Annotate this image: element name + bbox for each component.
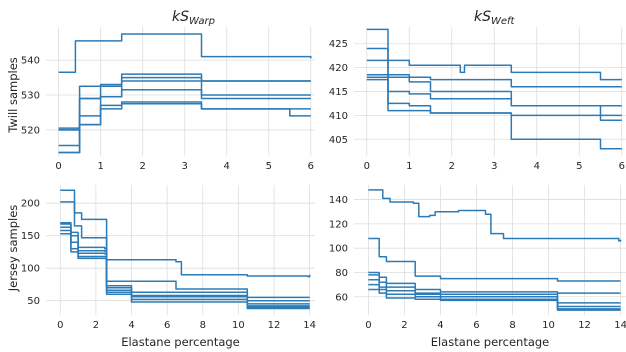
- y-tick-label: 200: [21, 199, 40, 210]
- series-line: [366, 78, 622, 150]
- y-tick-label: 140: [329, 195, 348, 206]
- y-tick-label: 520: [21, 125, 40, 136]
- x-tick-label: 4: [534, 161, 540, 172]
- x-tick-label: 6: [164, 320, 170, 331]
- y-tick-label: 100: [21, 264, 40, 275]
- x-tick-label: 6: [619, 161, 625, 172]
- x-axis-label: Elastane percentage: [121, 335, 240, 349]
- series-line: [58, 102, 311, 154]
- x-tick-label: 4: [437, 320, 443, 331]
- x-tick-label: 1: [97, 161, 103, 172]
- y-tick-label: 120: [329, 219, 348, 230]
- panel-jersey-warp: 0 2 4 6 8 10 12 14 50 100 150 200 Elastane percentag…: [21, 185, 316, 349]
- x-axis-label: Elastane percentage: [431, 335, 550, 349]
- x-tick-label: 14: [614, 320, 626, 331]
- x-tick-label: 2: [401, 320, 407, 331]
- x-tick-label: 10: [542, 320, 555, 331]
- y-tick-label: 150: [21, 231, 40, 242]
- series-line: [58, 89, 311, 147]
- col-title-warp: kSWarp: [172, 9, 215, 27]
- series-line: [368, 288, 621, 311]
- series-line: [368, 237, 621, 282]
- x-tick-label: 0: [57, 320, 63, 331]
- panel-twill-warp: 0 1 2 3 4 5 6 520 530 540: [21, 27, 315, 172]
- y-tick-label: 410: [329, 111, 348, 122]
- series-line: [368, 283, 621, 310]
- series-line: [366, 28, 622, 81]
- y-tick-label: 540: [21, 56, 40, 67]
- x-tick-label: 0: [364, 161, 370, 172]
- y-tick-label: 530: [21, 90, 40, 101]
- x-tick-label: 2: [139, 161, 145, 172]
- panel-jersey-weft: 0 2 4 6 8 10 12 14 60 80 100 120 140 Elastane percent…: [329, 185, 626, 349]
- x-tick-label: 6: [308, 161, 314, 172]
- series-line: [368, 189, 622, 242]
- x-tick-label: 6: [473, 320, 479, 331]
- row-label-twill: Twill samples: [6, 57, 20, 134]
- y-tick-label: 60: [335, 292, 348, 303]
- y-tick-label: 415: [329, 87, 348, 98]
- series-line: [368, 271, 621, 294]
- series-line: [60, 233, 310, 310]
- series-line: [58, 76, 311, 129]
- x-tick-label: 8: [509, 320, 515, 331]
- x-tick-label: 1: [406, 161, 412, 172]
- y-tick-label: 405: [329, 135, 348, 146]
- row-label-jersey: Jersey samples: [6, 205, 20, 293]
- y-tick-label: 80: [335, 268, 348, 279]
- y-tick-label: 100: [329, 244, 348, 255]
- x-tick-label: 4: [128, 320, 134, 331]
- panel-twill-weft: 0 1 2 3 4 5 6 405 410 415 420 425: [329, 27, 626, 172]
- x-tick-label: 8: [200, 320, 206, 331]
- col-title-weft: kSWeft: [474, 9, 516, 27]
- series-line: [366, 59, 622, 107]
- x-tick-label: 12: [268, 320, 281, 331]
- x-tick-label: 3: [182, 161, 188, 172]
- series-line: [368, 274, 621, 304]
- x-tick-label: 2: [449, 161, 455, 172]
- x-tick-label: 4: [224, 161, 230, 172]
- series-line: [58, 33, 312, 74]
- y-tick-label: 50: [27, 296, 40, 307]
- x-tick-label: 2: [93, 320, 99, 331]
- x-tick-label: 5: [576, 161, 582, 172]
- x-tick-label: 3: [491, 161, 497, 172]
- series-line: [368, 279, 621, 308]
- x-tick-label: 10: [232, 320, 245, 331]
- series-line: [60, 226, 310, 307]
- series-line: [60, 201, 310, 299]
- x-tick-label: 0: [365, 320, 371, 331]
- x-tick-label: 14: [303, 320, 316, 331]
- series-line: [366, 74, 622, 121]
- x-tick-label: 0: [55, 161, 61, 172]
- x-tick-label: 12: [578, 320, 591, 331]
- y-tick-label: 425: [329, 39, 348, 50]
- x-tick-label: 5: [266, 161, 272, 172]
- y-tick-label: 420: [329, 63, 348, 74]
